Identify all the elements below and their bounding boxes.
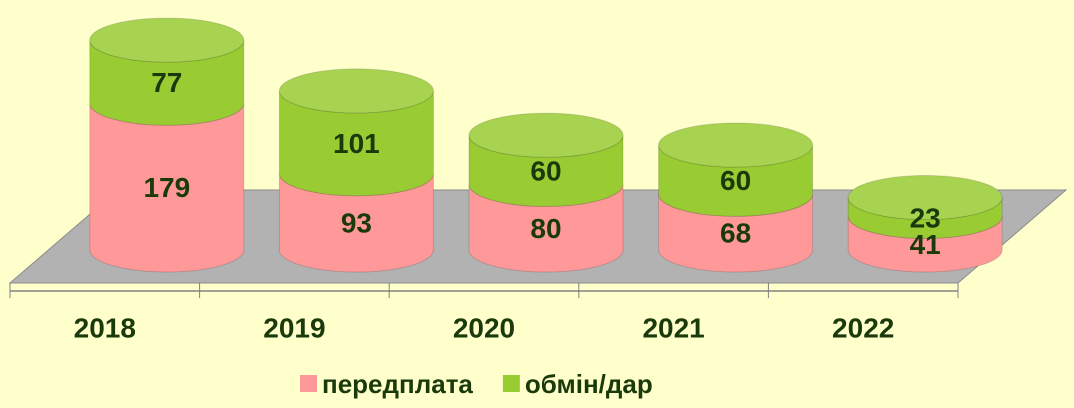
cylinder-top <box>89 17 245 63</box>
data-label: 93 <box>341 207 372 238</box>
data-label: 23 <box>910 203 941 234</box>
data-label: 101 <box>333 128 380 159</box>
data-label: 179 <box>143 172 190 203</box>
data-label: 68 <box>720 218 751 249</box>
x-tick-label: 2022 <box>832 312 894 343</box>
cylinder-top-highlight <box>658 123 813 168</box>
cylinder-top <box>468 112 624 158</box>
x-tick-label: 2021 <box>642 312 704 343</box>
legend-swatch <box>502 375 520 392</box>
legend-label: передплата <box>322 369 473 399</box>
cylinder-top <box>658 122 814 168</box>
cylinder-top-highlight <box>469 113 623 158</box>
cylinder-top-highlight <box>279 68 434 113</box>
data-label: 80 <box>530 213 561 244</box>
data-label: 60 <box>530 155 561 186</box>
legend-swatch <box>300 375 317 392</box>
data-label: 60 <box>720 165 751 196</box>
data-label: 41 <box>910 229 941 260</box>
x-tick-label: 2020 <box>453 312 515 343</box>
cylinder-top <box>847 175 1003 221</box>
x-tick-label: 2019 <box>263 312 325 343</box>
data-label: 77 <box>151 67 182 98</box>
x-tick-label: 2018 <box>74 312 136 343</box>
legend-label: обмін/дар <box>525 369 653 399</box>
cylinder-top-highlight <box>89 18 244 63</box>
cylinder-top <box>278 68 434 114</box>
cylinder-top-highlight <box>848 175 1003 220</box>
